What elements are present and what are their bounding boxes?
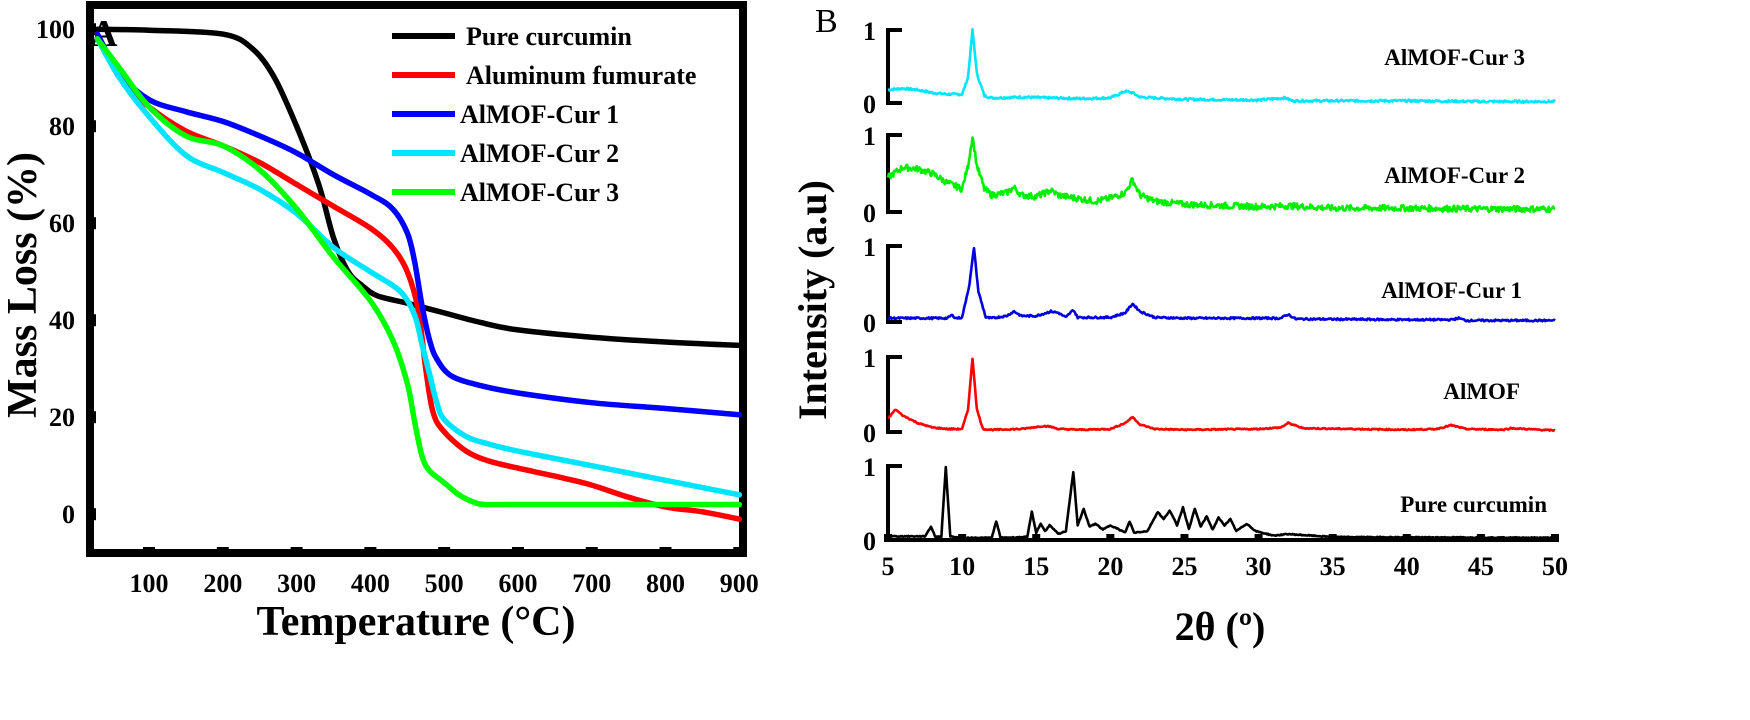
legend-label-aluminum-fumurate: Aluminum fumurate: [466, 61, 696, 90]
panel-a-x-tick-label: 200: [203, 569, 242, 598]
panel-a-y-tick-mark: [88, 314, 96, 327]
panel-a-x-tick-label: 100: [130, 569, 169, 598]
panel-b-scale-bottom-label: 0: [863, 309, 876, 338]
legend-label-pure-curcumin: Pure curcumin: [466, 22, 632, 51]
panel-a-y-tick-mark: [88, 411, 96, 424]
panel-a-x-tick-mark: [216, 547, 229, 555]
panel-b-scale-bracket: [886, 464, 902, 542]
panel-b-x-tick-mark: [1106, 534, 1115, 542]
panel-a-y-tick-label: 40: [49, 306, 75, 335]
panel-a-axes: 100 200 300 400 500 600 700 800 900 0 20 40 60 80 100: [36, 15, 759, 598]
panel-a-y-tick-label: 80: [49, 112, 75, 141]
panel-a-x-tick-label: 800: [646, 569, 685, 598]
panel-a-y-tick-label: 60: [49, 209, 75, 238]
panel-b-series: AlMOF-Cur 3 AlMOF-Cur 2 AlMOF-Cur 1 AlMOF Pu…: [886, 27, 1556, 540]
panel-a-y-axis-label: Mass Loss (%): [0, 152, 46, 418]
panel-b-label-almof-cur-3: AlMOF-Cur 3: [1384, 45, 1525, 70]
panel-a-series-almof-cur-1: [94, 31, 743, 418]
panel-b-scale-bottom-label: 0: [863, 419, 876, 448]
panel-a-x-tick-mark: [143, 547, 156, 555]
panel-b-scale-top-label: 1: [863, 453, 876, 482]
panel-b-scale-bracket: [886, 355, 902, 434]
panel-a-y-tick-mark: [88, 217, 96, 230]
panel-a-x-tick-mark: [585, 547, 598, 555]
panel-a-x-tick-label: 700: [572, 569, 611, 598]
panel-a-frame: [86, 1, 747, 557]
panel-a-x-tick-label: 400: [351, 569, 390, 598]
panel-b-series-almof: [887, 357, 1556, 433]
panel-b-scale-bracket: [886, 28, 902, 105]
panel-b-x-tick-label: 30: [1246, 552, 1272, 581]
panel-b-scale-top-label: 1: [863, 344, 876, 373]
panel-a-x-axis-label: Temperature (°C): [257, 599, 576, 645]
panel-b-scale-bottom-label: 0: [863, 90, 876, 119]
panel-b-scale-bottom-label: 0: [863, 199, 876, 228]
panel-b-y-axis-label: Intensity (a.u): [790, 180, 835, 420]
panel-b-label-almof: AlMOF: [1443, 379, 1520, 404]
panel-a-x-tick-mark: [659, 547, 672, 555]
panel-a-x-tick-mark: [438, 547, 451, 555]
panel-b-scale-top-label: 1: [863, 122, 876, 151]
panel-b-letter: B: [815, 3, 838, 40]
panel-b-x-tick-label: 10: [949, 552, 975, 581]
panel-b-x-tick-label: 50: [1542, 552, 1568, 581]
panel-b-scale-bottom-label: 0: [863, 527, 876, 556]
panel-a-x-tick-label: 500: [425, 569, 464, 598]
panel-a-y-tick-mark: [88, 120, 96, 133]
legend-label-almof-cur-1: AlMOF-Cur 1: [460, 100, 619, 129]
panel-a-series: [94, 26, 743, 522]
panel-b-series-almof-cur-2: [886, 136, 1556, 214]
panel-b-x-tick-label: 25: [1171, 552, 1197, 581]
legend-label-almof-cur-2: AlMOF-Cur 2: [460, 139, 619, 168]
panel-b-scale-bracket: [886, 244, 902, 324]
panel-b-x-tick-label: 35: [1320, 552, 1346, 581]
panel-b-series-almof-cur-1: [887, 246, 1556, 323]
panel-b-label-pure-curcumin: Pure curcumin: [1400, 492, 1547, 517]
panel-b-label-almof-cur-1: AlMOF-Cur 1: [1381, 278, 1522, 303]
panel-a-y-tick-mark: [88, 508, 96, 521]
panel-a-series-almof-cur-3: [94, 36, 743, 508]
panel-b-series-almof-cur-3: [887, 27, 1556, 104]
panel-a-x-tick-mark: [733, 547, 746, 555]
panel-a-x-tick-mark: [290, 547, 303, 555]
panel-a-x-tick-label: 600: [498, 569, 537, 598]
panel-a-y-tick-label: 100: [36, 15, 75, 44]
panel-b-x-tick-mark: [1180, 534, 1189, 542]
panel-a-y-tick-label: 20: [49, 403, 75, 432]
legend-label-almof-cur-3: AlMOF-Cur 3: [460, 178, 619, 207]
panel-b-x-tick-label: 15: [1023, 552, 1049, 581]
panel-a-series-almof-cur-2: [94, 36, 743, 498]
panel-b-x-tick-mark: [1254, 534, 1263, 542]
panel-b-series-pure-curcumin: [887, 465, 1556, 540]
panel-b-x-tick-label: 45: [1468, 552, 1494, 581]
panel-a-y-tick-mark: [88, 23, 96, 36]
panel-b-x-tick-mark: [1032, 534, 1041, 542]
panel-a-x-tick-label: 900: [720, 569, 759, 598]
panel-a-legend: Pure curcumin Aluminum fumurate AlMOF-Cur …: [392, 22, 696, 207]
panel-b-label-almof-cur-2: AlMOF-Cur 2: [1384, 163, 1525, 188]
panel-a-x-tick-mark: [511, 547, 524, 555]
panel-b-x-tick-mark: [1551, 534, 1559, 542]
panel-b-x-axis-label: 2θ (º): [1175, 604, 1266, 649]
panel-a-x-tick-label: 300: [277, 569, 316, 598]
panel-a-x-tick-mark: [364, 547, 377, 555]
panel-b-x-tick-label: 40: [1394, 552, 1420, 581]
panel-a-y-tick-label: 0: [62, 500, 75, 529]
panel-b-scale-top-label: 1: [863, 17, 876, 46]
panel-b-x-tick-label: 20: [1097, 552, 1123, 581]
panel-a-chart: A 100 200 300 400 500 600 700 800 90002040608010…: [0, 1, 759, 645]
panel-b-scale-top-label: 1: [863, 233, 876, 262]
panel-b-x-tick-label: 5: [882, 552, 895, 581]
